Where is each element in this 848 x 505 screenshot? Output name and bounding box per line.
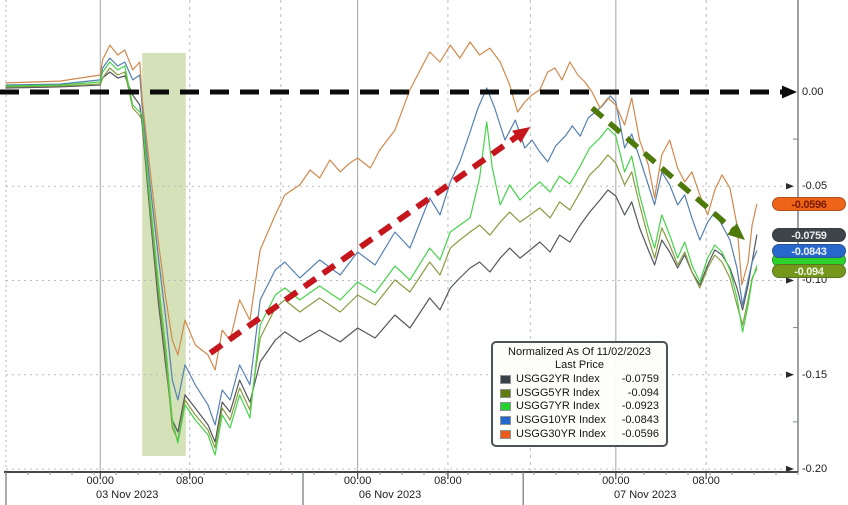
selloff-arrow — [590, 105, 740, 236]
legend-swatch-icon — [500, 388, 511, 398]
last-value-tag: -0.0759 — [772, 228, 846, 243]
x-tick-label: 00:00 — [343, 475, 372, 487]
legend-row: USGG10YR Index -0.0843 — [500, 414, 659, 427]
legend-swatch-icon — [500, 374, 511, 384]
series-line-usgg30yr — [5, 41, 758, 371]
last-value-tag: -0.0596 — [772, 197, 846, 212]
legend-title: Normalized As Of 11/02/2023 — [508, 346, 651, 358]
legend-swatch-icon — [500, 402, 511, 412]
series-line-usgg10yr — [5, 57, 758, 426]
y-tick-label: 0.00 — [802, 85, 824, 98]
date-label: 07 Nov 2023 — [613, 489, 677, 501]
x-tick-label: 08:00 — [692, 475, 720, 487]
legend-row: USGG7YR Index -0.0923 — [500, 400, 659, 413]
y-tick-label: -0.20 — [802, 462, 828, 475]
legend-series-value: -0.0843 — [621, 414, 659, 427]
x-tick-label: 00:00 — [602, 475, 630, 487]
legend-subtitle: Last Price — [555, 359, 604, 371]
legend-row: USGG30YR Index -0.0596 — [500, 428, 659, 441]
x-tick-label: 00:00 — [86, 475, 114, 487]
last-value-tag: -0.094 — [772, 264, 846, 279]
last-value-tag: -0.0843 — [772, 243, 846, 258]
rally-arrow — [208, 130, 524, 356]
legend-series-value: -0.0923 — [621, 400, 659, 413]
series-line-usgg5yr — [5, 67, 758, 449]
legend-series-name: USGG2YR Index — [516, 372, 600, 385]
gridline-arrow-icon — [786, 371, 794, 378]
gridline-arrow-icon — [786, 465, 794, 473]
x-tick-label: 08:00 — [175, 475, 204, 487]
series-line-usgg7yr — [5, 61, 758, 456]
legend-row: USGG5YR Index -0.094 — [500, 387, 659, 400]
legend-rows: USGG2YR Index -0.0759 USGG5YR Index -0.094 U… — [500, 373, 659, 441]
legend-series-value: -0.094 — [627, 386, 659, 399]
legend-series-value: -0.0596 — [621, 427, 659, 440]
legend-box: Normalized As Of 11/02/2023 Last Price U… — [491, 341, 668, 447]
legend-row: USGG2YR Index -0.0759 — [500, 373, 659, 386]
legend-series-name: USGG5YR Index — [516, 386, 600, 399]
y-tick-label: -0.05 — [802, 180, 828, 193]
legend-series-value: -0.0759 — [621, 372, 659, 385]
legend-series-name: USGG10YR Index — [516, 414, 606, 427]
legend-series-name: USGG30YR Index — [516, 427, 606, 440]
zero-line-arrow-icon — [782, 85, 797, 99]
gridline-arrow-icon — [786, 277, 794, 284]
x-tick-label: 08:00 — [434, 475, 462, 487]
series-line-usgg2yr — [5, 71, 758, 443]
y-tick-label: -0.15 — [802, 368, 828, 381]
highlight-band — [142, 52, 186, 456]
legend-swatch-icon — [500, 429, 511, 439]
gridline-arrow-icon — [786, 183, 794, 190]
selloff-arrow-head-icon — [727, 223, 745, 240]
legend-swatch-icon — [500, 416, 511, 426]
date-label: 03 Nov 2023 — [95, 489, 159, 501]
legend-series-name: USGG7YR Index — [516, 400, 600, 413]
rally-arrow-head-icon — [512, 127, 531, 143]
date-label: 06 Nov 2023 — [358, 489, 422, 501]
